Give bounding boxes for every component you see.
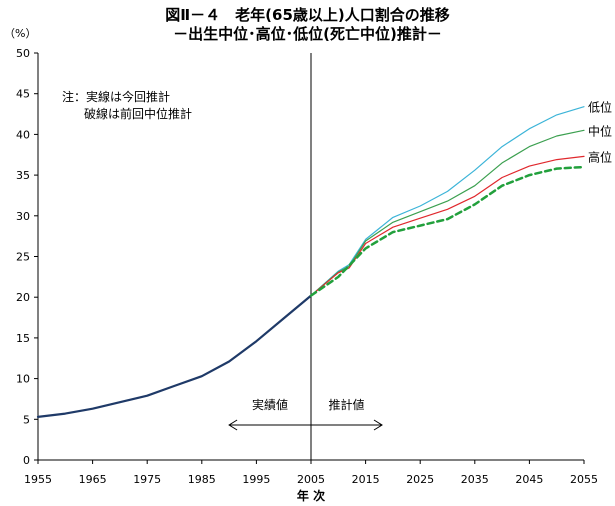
y-axis-label: （%） [4, 27, 36, 40]
chart-title: 図Ⅱ－４ 老年(65歳以上)人口割合の推移 [165, 6, 450, 24]
series-label: 中位 [588, 123, 612, 138]
y-tick-label: 5 [23, 413, 30, 426]
arrow-head-right [373, 419, 383, 431]
arrow-label-right: 推計値 [328, 397, 364, 412]
series-line [36, 294, 313, 418]
x-tick-label: 1995 [242, 473, 270, 486]
x-tick-label: 2035 [461, 473, 489, 486]
y-tick-label: 45 [16, 88, 30, 101]
x-tick-label: 2045 [515, 473, 543, 486]
x-tick-label: 2015 [352, 473, 380, 486]
y-tick-label: 10 [16, 373, 30, 386]
series-line [309, 165, 586, 297]
series-line [310, 129, 585, 297]
y-tick-label: 40 [16, 128, 30, 141]
x-tick-label: 1955 [24, 473, 52, 486]
x-tick-label: 2025 [406, 473, 434, 486]
y-tick-label: 35 [16, 169, 30, 182]
series-line [310, 106, 585, 297]
arrow-head-left [228, 419, 238, 431]
y-tick-label: 15 [16, 332, 30, 345]
x-axis-label: 年 次 [297, 488, 325, 503]
y-tick-label: 25 [16, 251, 30, 264]
x-tick-label: 1975 [133, 473, 161, 486]
series-line [310, 155, 585, 297]
y-tick-label: 20 [16, 291, 30, 304]
chart-subtitle: －出生中位･高位･低位(死亡中位)推計－ [173, 25, 442, 43]
x-tick-label: 2005 [297, 473, 325, 486]
x-tick-label: 2055 [570, 473, 598, 486]
note-line: 注：実線は今回推計 [62, 89, 170, 104]
series-label: 低位 [588, 100, 612, 115]
x-tick-label: 1985 [188, 473, 216, 486]
y-tick-label: 30 [16, 210, 30, 223]
x-tick-label: 1965 [79, 473, 107, 486]
note-line: 破線は前回中位推計 [84, 106, 192, 121]
y-tick-label: 0 [23, 454, 30, 467]
series-label: 高位 [588, 149, 612, 164]
y-tick-label: 50 [16, 47, 30, 60]
arrow-label-left: 実績値 [252, 397, 288, 412]
